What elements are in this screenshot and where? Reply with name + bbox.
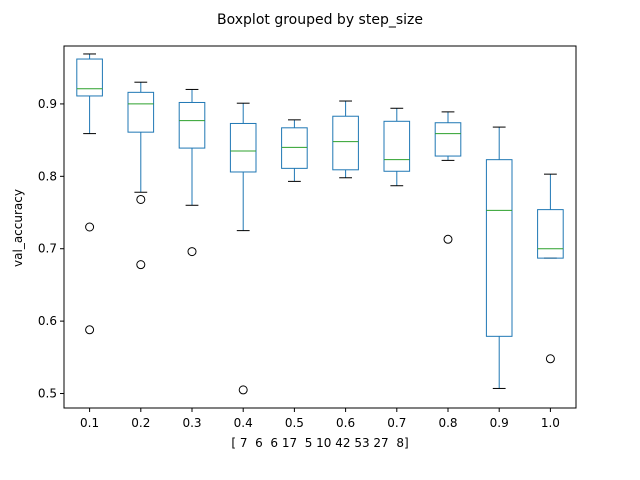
box-0-9	[485, 159, 513, 337]
y-tick-label-0-5: 0.5	[38, 387, 57, 401]
box-0-7	[383, 120, 411, 172]
box-0-2	[127, 91, 155, 133]
outlier-point-0-4-0	[238, 385, 248, 395]
outlier-point-0-2-1	[136, 260, 146, 270]
box-1-0	[537, 209, 564, 259]
x-tick-label-0-8: 0.8	[438, 416, 457, 430]
y-tick-label-0-6: 0.6	[38, 314, 57, 328]
outlier-point-0-1-0	[85, 222, 95, 232]
box-0-1	[76, 58, 103, 97]
y-axis-label: val_accuracy	[11, 189, 25, 267]
outlier-point-1-0-0	[545, 354, 555, 364]
y-tick-label-0-8: 0.8	[38, 169, 57, 183]
x-tick-label-0-5: 0.5	[285, 416, 304, 430]
y-tick-label-0-7: 0.7	[38, 242, 57, 256]
outlier-point-0-8-0	[443, 234, 453, 244]
box-0-4	[229, 122, 257, 173]
box-0-8	[434, 122, 462, 157]
x-tick-label-0-7: 0.7	[387, 416, 406, 430]
box-0-6	[332, 115, 359, 171]
outlier-point-0-2-0	[136, 194, 146, 204]
x-tick-label-0-6: 0.6	[336, 416, 355, 430]
plot-area: 0.1 0.2 0.3 0.4 0.5 0.6 0.7 0.8 0.9 1.0 0.5 0.6 0.7 0…	[38, 45, 577, 430]
chart-title: Boxplot grouped by step_size	[217, 12, 423, 28]
axes-frame	[63, 45, 577, 409]
x-tick-label-0-1: 0.1	[80, 416, 99, 430]
x-axis-label: [ 7 6 6 17 5 10 42 53 27 8]	[231, 436, 408, 450]
x-tick-label-0-2: 0.2	[131, 416, 150, 430]
box-0-3	[178, 101, 206, 149]
x-tick-label-0-3: 0.3	[182, 416, 201, 430]
box-0-5	[281, 127, 308, 169]
x-tick-label-1-0: 1.0	[541, 416, 560, 430]
y-tick-label-0-9: 0.9	[38, 97, 57, 111]
outlier-point-0-3-0	[187, 247, 197, 257]
x-tick-label-0-4: 0.4	[234, 416, 253, 430]
outlier-point-0-1-1	[85, 325, 95, 335]
x-tick-label-0-9: 0.9	[490, 416, 509, 430]
